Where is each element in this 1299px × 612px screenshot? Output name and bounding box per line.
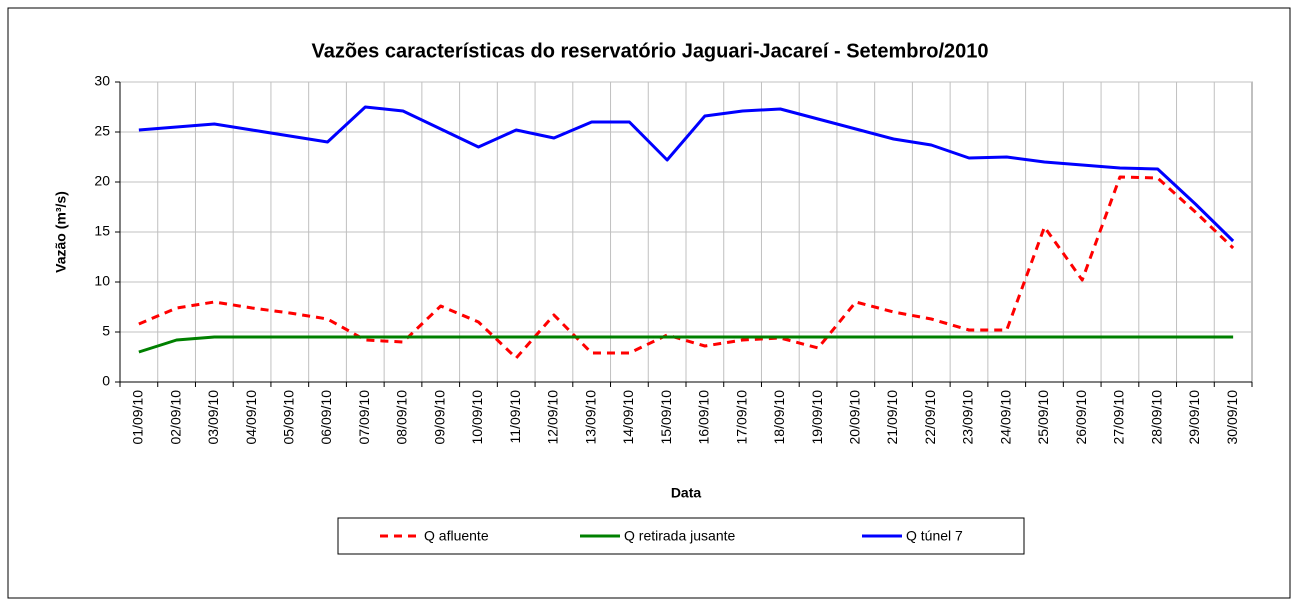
x-tick-label: 20/09/10 xyxy=(847,390,863,445)
y-tick-label: 15 xyxy=(94,223,110,239)
x-tick-label: 10/09/10 xyxy=(469,390,485,445)
y-tick-label: 5 xyxy=(102,323,110,339)
x-tick-label: 02/09/10 xyxy=(167,390,183,445)
legend-label: Q afluente xyxy=(424,528,489,544)
x-tick-label: 21/09/10 xyxy=(884,390,900,445)
series-line xyxy=(138,335,1234,354)
x-tick-label: 16/09/10 xyxy=(696,390,712,445)
y-tick-label: 25 xyxy=(94,123,110,139)
x-tick-label: 05/09/10 xyxy=(281,390,297,445)
legend-label: Q túnel 7 xyxy=(906,528,963,544)
y-tick-label: 10 xyxy=(94,273,110,289)
x-tick-label: 06/09/10 xyxy=(318,390,334,445)
x-tick-label: 09/09/10 xyxy=(431,390,447,445)
x-tick-label: 17/09/10 xyxy=(733,390,749,445)
x-tick-label: 28/09/10 xyxy=(1148,390,1164,445)
x-axis-label: Data xyxy=(671,485,702,501)
x-tick-label: 30/09/10 xyxy=(1224,390,1240,445)
x-tick-label: 22/09/10 xyxy=(922,390,938,445)
x-tick-label: 27/09/10 xyxy=(1111,390,1127,445)
x-tick-label: 19/09/10 xyxy=(809,390,825,445)
x-tick-label: 18/09/10 xyxy=(771,390,787,445)
x-tick-label: 25/09/10 xyxy=(1035,390,1051,445)
legend-box xyxy=(337,517,1025,555)
x-tick-label: 08/09/10 xyxy=(394,390,410,445)
x-tick-label: 04/09/10 xyxy=(243,390,259,445)
x-tick-label: 07/09/10 xyxy=(356,390,372,445)
x-tick-label: 15/09/10 xyxy=(658,390,674,445)
x-tick-label: 11/09/10 xyxy=(507,390,523,444)
x-tick-label: 23/09/10 xyxy=(960,390,976,445)
x-tick-label: 24/09/10 xyxy=(997,390,1013,445)
series-line xyxy=(138,175,1235,360)
x-tick-label: 12/09/10 xyxy=(545,390,561,445)
x-tick-label: 03/09/10 xyxy=(205,390,221,445)
y-tick-label: 30 xyxy=(94,73,110,89)
x-tick-label: 26/09/10 xyxy=(1073,390,1089,445)
y-tick-label: 20 xyxy=(94,173,110,189)
y-tick-label: 0 xyxy=(102,373,110,389)
y-axis-label: Vazão (m³/s) xyxy=(53,191,69,273)
x-tick-label: 13/09/10 xyxy=(582,390,598,445)
chart-title: Vazões características do reservatório J… xyxy=(311,40,988,62)
legend-label: Q retirada jusante xyxy=(624,528,735,544)
series-line xyxy=(138,105,1235,243)
x-tick-label: 01/09/10 xyxy=(130,390,146,445)
x-tick-label: 29/09/10 xyxy=(1186,390,1202,445)
x-tick-label: 14/09/10 xyxy=(620,390,636,445)
